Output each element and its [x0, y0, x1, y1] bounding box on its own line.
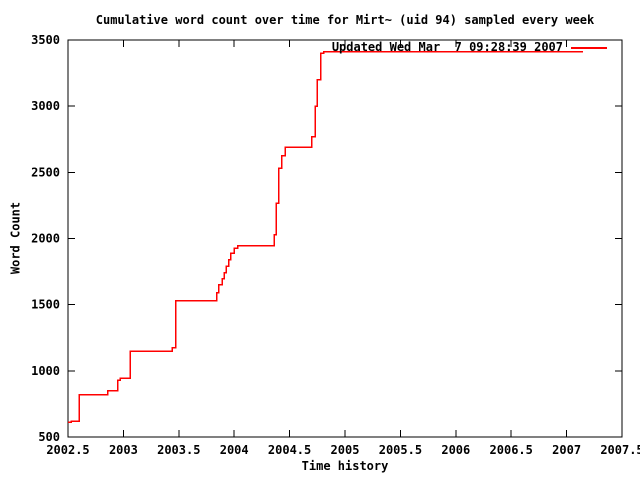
- x-tick-label: 2004: [220, 443, 249, 457]
- x-tick-label: 2007.5: [600, 443, 640, 457]
- y-tick-label: 3500: [31, 33, 60, 47]
- x-tick-label: 2004.5: [268, 443, 311, 457]
- x-tick-label: 2005.5: [379, 443, 422, 457]
- chart-title: Cumulative word count over time for Mirt…: [95, 13, 595, 27]
- x-tick-label: 2002.5: [46, 443, 89, 457]
- x-tick-label: 2007: [552, 443, 581, 457]
- x-tick-label: 2006: [441, 443, 470, 457]
- x-axis-title: Time history: [301, 459, 389, 473]
- x-tick-label: 2003: [109, 443, 138, 457]
- plot-border: [67, 39, 623, 438]
- data-curve: [68, 51, 584, 424]
- y-tick-label: 1000: [31, 364, 60, 378]
- y-tick-label: 3000: [31, 99, 60, 113]
- x-tick-label: 2003.5: [157, 443, 200, 457]
- y-tick-label: 2500: [31, 165, 60, 179]
- x-tick-label: 2005: [331, 443, 360, 457]
- y-tick-label: 500: [38, 430, 60, 444]
- y-tick-label: 1500: [31, 298, 60, 312]
- legend-label: Updated Wed Mar 7 09:28:39 2007: [331, 40, 563, 54]
- y-axis-title: Word Count: [8, 201, 23, 275]
- x-tick-label: 2006.5: [490, 443, 533, 457]
- y-tick-label: 2000: [31, 232, 60, 246]
